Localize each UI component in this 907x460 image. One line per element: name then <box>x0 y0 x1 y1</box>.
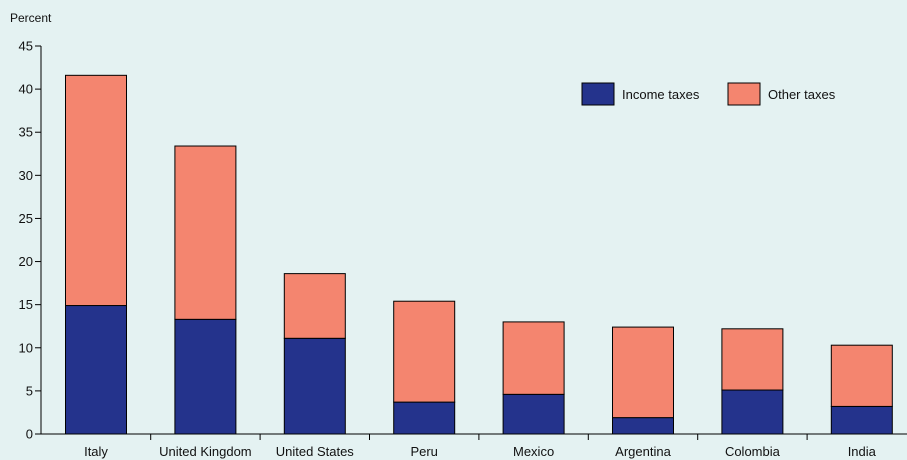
bar-segment <box>502 393 565 435</box>
x-axis: Italy United Kingdom United States Peru Mexi… <box>41 433 907 459</box>
legend: Income taxes Other taxes <box>581 82 836 106</box>
bar-stack <box>393 300 456 435</box>
y-tick-label: 10 <box>19 340 33 355</box>
bar-segment <box>65 305 127 435</box>
y-tick-label: 5 <box>26 383 33 398</box>
bar-segment <box>502 321 565 395</box>
bar-segment <box>174 145 237 320</box>
x-tick-label: Peru <box>410 444 437 459</box>
bar-segment <box>721 328 784 391</box>
x-tick-label: India <box>848 444 877 459</box>
bar-segment <box>612 326 674 419</box>
y-tick-label: 25 <box>19 211 33 226</box>
y-tick-label: 20 <box>19 254 33 269</box>
bar-segment <box>174 318 237 435</box>
bar-stack <box>502 321 565 435</box>
bar-segment <box>830 405 893 435</box>
y-axis-label: Percent <box>10 11 52 25</box>
bar-stack <box>283 273 346 435</box>
bar-segment <box>721 389 784 435</box>
legend-swatch <box>581 82 615 106</box>
legend-swatch <box>727 82 761 106</box>
x-tick-label: United Kingdom <box>159 444 252 459</box>
bar-segment <box>830 344 893 407</box>
y-tick-label: 40 <box>19 82 33 97</box>
y-axis: 0 5 10 15 20 25 30 35 40 45 <box>19 39 42 442</box>
y-tick-label: 0 <box>26 427 33 442</box>
bar-segment <box>612 417 674 435</box>
bar-segment <box>393 300 456 403</box>
bar-segment <box>283 273 346 339</box>
bar-stack <box>174 145 237 435</box>
x-tick-label: Mexico <box>513 444 554 459</box>
bar-stack <box>721 328 784 435</box>
x-tick-label: Colombia <box>725 444 781 459</box>
y-tick-label: 15 <box>19 297 33 312</box>
x-tick-label: United States <box>276 444 355 459</box>
legend-label: Other taxes <box>768 87 836 102</box>
x-tick-label: Argentina <box>615 444 671 459</box>
bar-segment <box>65 74 127 307</box>
bar-stack <box>65 74 127 435</box>
x-tick-label: Italy <box>84 444 108 459</box>
bar-stack <box>830 344 893 435</box>
bar-segment <box>283 337 346 435</box>
y-tick-label: 45 <box>19 39 33 54</box>
bar-segment <box>393 401 456 435</box>
y-tick-label: 30 <box>19 168 33 183</box>
legend-label: Income taxes <box>622 87 700 102</box>
bar-stack <box>612 326 674 435</box>
y-tick-label: 35 <box>19 125 33 140</box>
bars <box>65 74 893 435</box>
